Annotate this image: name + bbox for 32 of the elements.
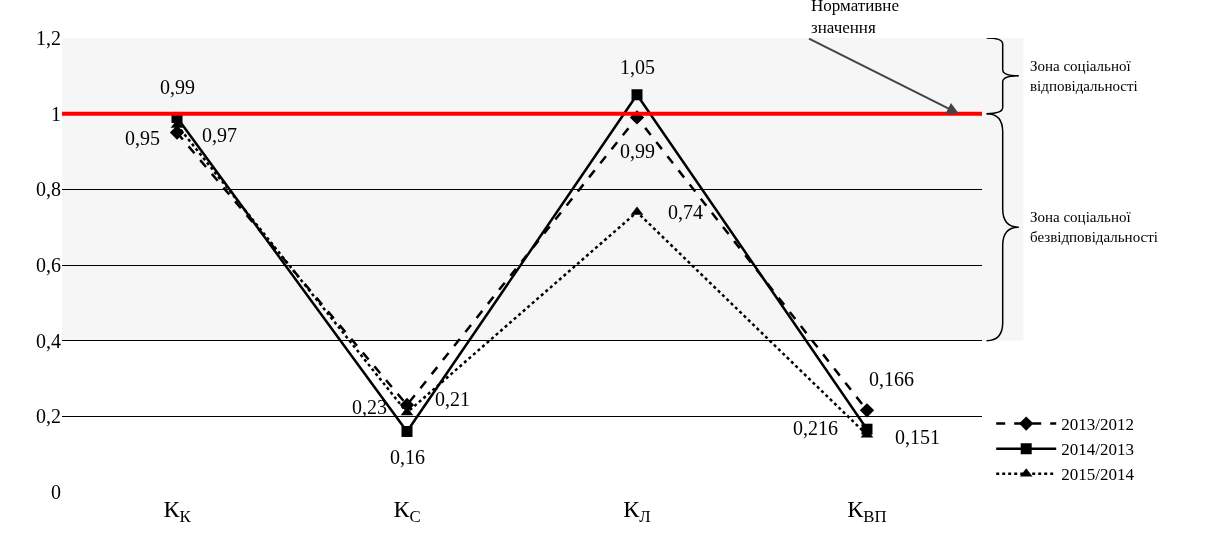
data-label: 1,05: [620, 56, 655, 78]
data-label: 0,216: [793, 417, 838, 439]
y-tick-label: 1,2: [36, 27, 61, 49]
point: [859, 403, 875, 418]
band-label: Зона соціальної відповідальності: [1030, 58, 1138, 94]
legend-label: 2014/2013: [1061, 440, 1134, 460]
legend-label: 2015/2014: [1061, 465, 1135, 485]
data-label: 0,151: [895, 426, 940, 448]
point: [401, 425, 413, 437]
data-label: 0,95: [125, 127, 160, 149]
y-tick-label: 1: [51, 102, 61, 125]
x-tick-label: К$_{Л}$: [623, 496, 651, 527]
data-label: 0,21: [435, 388, 470, 410]
data-label: 0,16: [390, 446, 425, 468]
data-label: 0,166: [869, 368, 914, 390]
y-tick-label: 0: [51, 481, 61, 503]
data-label: 0,23: [352, 396, 387, 418]
legend-label: 2013/2012: [1061, 415, 1134, 435]
x-tick-label: К$_{ВП}$: [847, 496, 887, 527]
data-label: 0,99: [160, 76, 195, 98]
band-label: Зона соціальної безвідповідальності: [1030, 209, 1158, 245]
y-tick-label: 0,6: [36, 254, 61, 276]
y-tick-label: 0,8: [36, 178, 61, 201]
data-label: 0,97: [202, 124, 237, 146]
y-tick-label: 0,2: [36, 405, 61, 428]
y-tick-label: 0,4: [36, 329, 61, 352]
point: [631, 89, 643, 101]
x-tick-label: К$_{К}$: [163, 496, 192, 527]
data-label: 0,74: [668, 201, 703, 223]
x-tick-label: К$_{С}$: [393, 496, 421, 527]
ref-line-label: Нормативне значення: [811, 0, 899, 38]
data-label: 0,99: [620, 140, 655, 162]
